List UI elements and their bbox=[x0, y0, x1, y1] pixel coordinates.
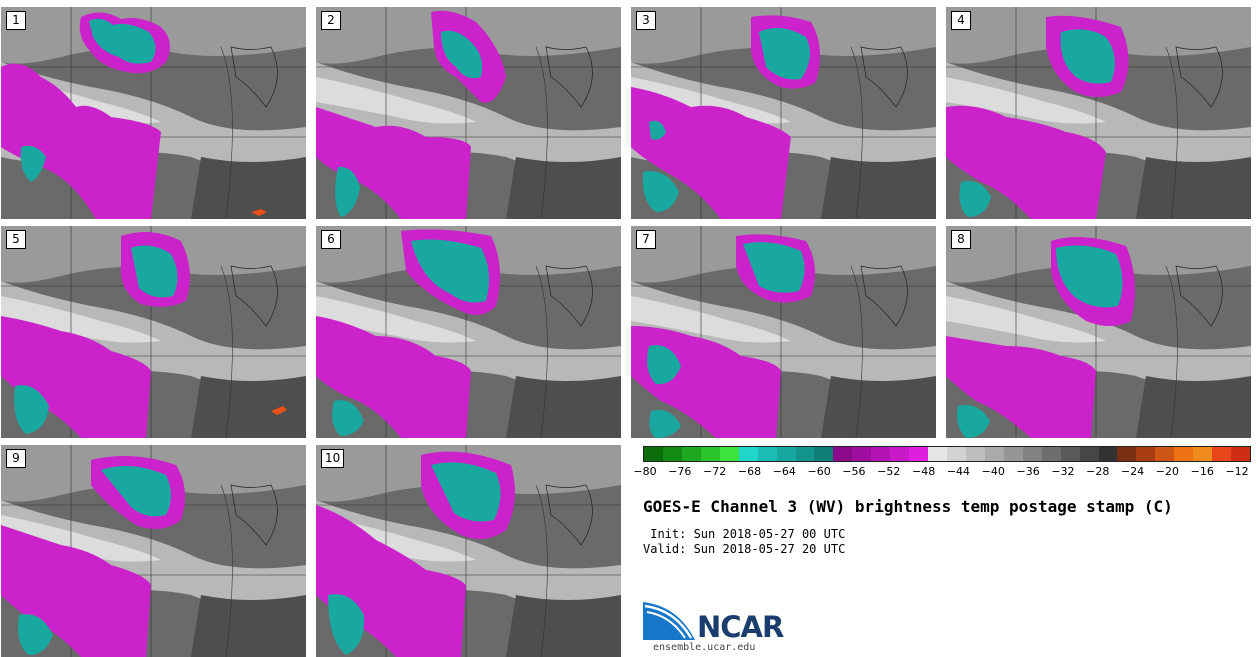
colorbar-segment bbox=[1098, 447, 1118, 461]
colorbar-segment bbox=[1174, 447, 1194, 461]
colorbar-tick-label: −16 bbox=[1190, 465, 1214, 478]
colorbar-tick-label: −64 bbox=[772, 465, 796, 478]
stamp-panel-4: 4 bbox=[946, 7, 1251, 219]
valid-time: Valid: Sun 2018-05-27 20 UTC bbox=[643, 542, 846, 556]
colorbar-tick-label: −40 bbox=[981, 465, 1005, 478]
colorbar-segment bbox=[1003, 447, 1023, 461]
stamp-panel-5: 5 bbox=[1, 226, 306, 438]
panel-number: 1 bbox=[6, 11, 26, 30]
wv-map-5 bbox=[1, 226, 306, 438]
colorbar-segment bbox=[833, 447, 853, 461]
colorbar-tick-label: −32 bbox=[1051, 465, 1075, 478]
colorbar-tick-label: −52 bbox=[877, 465, 901, 478]
wv-map-4 bbox=[946, 7, 1251, 219]
colorbar-tick-label: −44 bbox=[946, 465, 971, 478]
colorbar-segment bbox=[1155, 447, 1175, 461]
colorbar-segment bbox=[757, 447, 777, 461]
colorbar-segment bbox=[662, 447, 682, 461]
colorbar-segment bbox=[1022, 447, 1042, 461]
wv-map-3 bbox=[631, 7, 936, 219]
ncar-logo-icon bbox=[643, 602, 695, 640]
colorbar-tick-label: −28 bbox=[1086, 465, 1110, 478]
colorbar-segment bbox=[852, 447, 872, 461]
stamp-panel-3: 3 bbox=[631, 7, 936, 219]
panel-number: 4 bbox=[951, 11, 971, 30]
stamp-panel-8: 8 bbox=[946, 226, 1251, 438]
colorbar-tick-label: −76 bbox=[668, 465, 692, 478]
stamp-panel-6: 6 bbox=[316, 226, 621, 438]
colorbar-segment bbox=[947, 447, 966, 461]
stamp-panel-1: 1 bbox=[1, 7, 306, 219]
colorbar-segment bbox=[738, 447, 758, 461]
colorbar-segment bbox=[909, 447, 929, 461]
colorbar-segment bbox=[871, 447, 891, 461]
panel-number: 6 bbox=[321, 230, 341, 249]
colorbar-segment bbox=[776, 447, 796, 461]
wv-map-8 bbox=[946, 226, 1251, 438]
colorbar-segment bbox=[1079, 447, 1099, 461]
wv-map-7 bbox=[631, 226, 936, 438]
colorbar-segment bbox=[1231, 447, 1250, 461]
panel-number: 2 bbox=[321, 11, 341, 30]
colorbar-tick-label: −36 bbox=[1016, 465, 1040, 478]
colorbar-segment bbox=[965, 447, 985, 461]
colorbar-tick-label: −60 bbox=[807, 465, 831, 478]
colorbar-segment bbox=[795, 447, 815, 461]
stamp-panel-2: 2 bbox=[316, 7, 621, 219]
panel-number: 5 bbox=[6, 230, 26, 249]
colorbar-segment bbox=[1060, 447, 1080, 461]
stamp-panel-10: 10 bbox=[316, 445, 621, 657]
stamp-panel-9: 9 bbox=[1, 445, 306, 657]
colorbar-segment bbox=[719, 447, 739, 461]
colorbar-segment bbox=[814, 447, 834, 461]
colorbar-segment bbox=[1212, 447, 1232, 461]
colorbar-segment bbox=[1136, 447, 1156, 461]
colorbar-segment bbox=[644, 447, 663, 461]
colorbar-tick-label: −68 bbox=[737, 465, 762, 478]
colorbar-tick-label: −24 bbox=[1120, 465, 1145, 478]
colorbar-segment bbox=[1117, 447, 1137, 461]
stamp-panel-7: 7 bbox=[631, 226, 936, 438]
colorbar-tick-label: −80 bbox=[633, 465, 657, 478]
colorbar-segment bbox=[681, 447, 701, 461]
wv-map-9 bbox=[1, 445, 306, 657]
ensemble-url: ensemble.ucar.edu bbox=[653, 642, 756, 653]
ncar-logo-text: NCAR bbox=[697, 610, 784, 644]
colorbar-segment bbox=[984, 447, 1004, 461]
panel-number: 9 bbox=[6, 449, 26, 468]
colorbar-tick-label: −72 bbox=[703, 465, 727, 478]
wv-map-2 bbox=[316, 7, 621, 219]
wv-map-10 bbox=[316, 445, 621, 657]
colorbar-segment bbox=[1041, 447, 1061, 461]
colorbar-tick-label: −20 bbox=[1155, 465, 1180, 478]
colorbar-tick-labels: −80 −76 −72 −68 −64 −60 −56 −52 −48 −44 −40 −36 −32−… bbox=[633, 465, 1249, 481]
colorbar-segment bbox=[890, 447, 910, 461]
colorbar-segment bbox=[928, 447, 947, 461]
colorbar bbox=[643, 446, 1251, 462]
panel-number: 10 bbox=[321, 449, 345, 468]
panel-number: 3 bbox=[636, 11, 656, 30]
panel-number: 8 bbox=[951, 230, 971, 249]
colorbar-tick-label: −48 bbox=[912, 465, 936, 478]
colorbar-tick-label: −12 bbox=[1225, 465, 1249, 478]
panel-number: 7 bbox=[636, 230, 656, 249]
colorbar-segment bbox=[1193, 447, 1213, 461]
wv-map-6 bbox=[316, 226, 621, 438]
wv-map-1 bbox=[1, 7, 306, 219]
colorbar-tick-label: −56 bbox=[842, 465, 866, 478]
init-time: Init: Sun 2018-05-27 00 UTC bbox=[643, 527, 846, 541]
figure-title: GOES-E Channel 3 (WV) brightness temp po… bbox=[643, 497, 1173, 516]
colorbar-segment bbox=[700, 447, 720, 461]
